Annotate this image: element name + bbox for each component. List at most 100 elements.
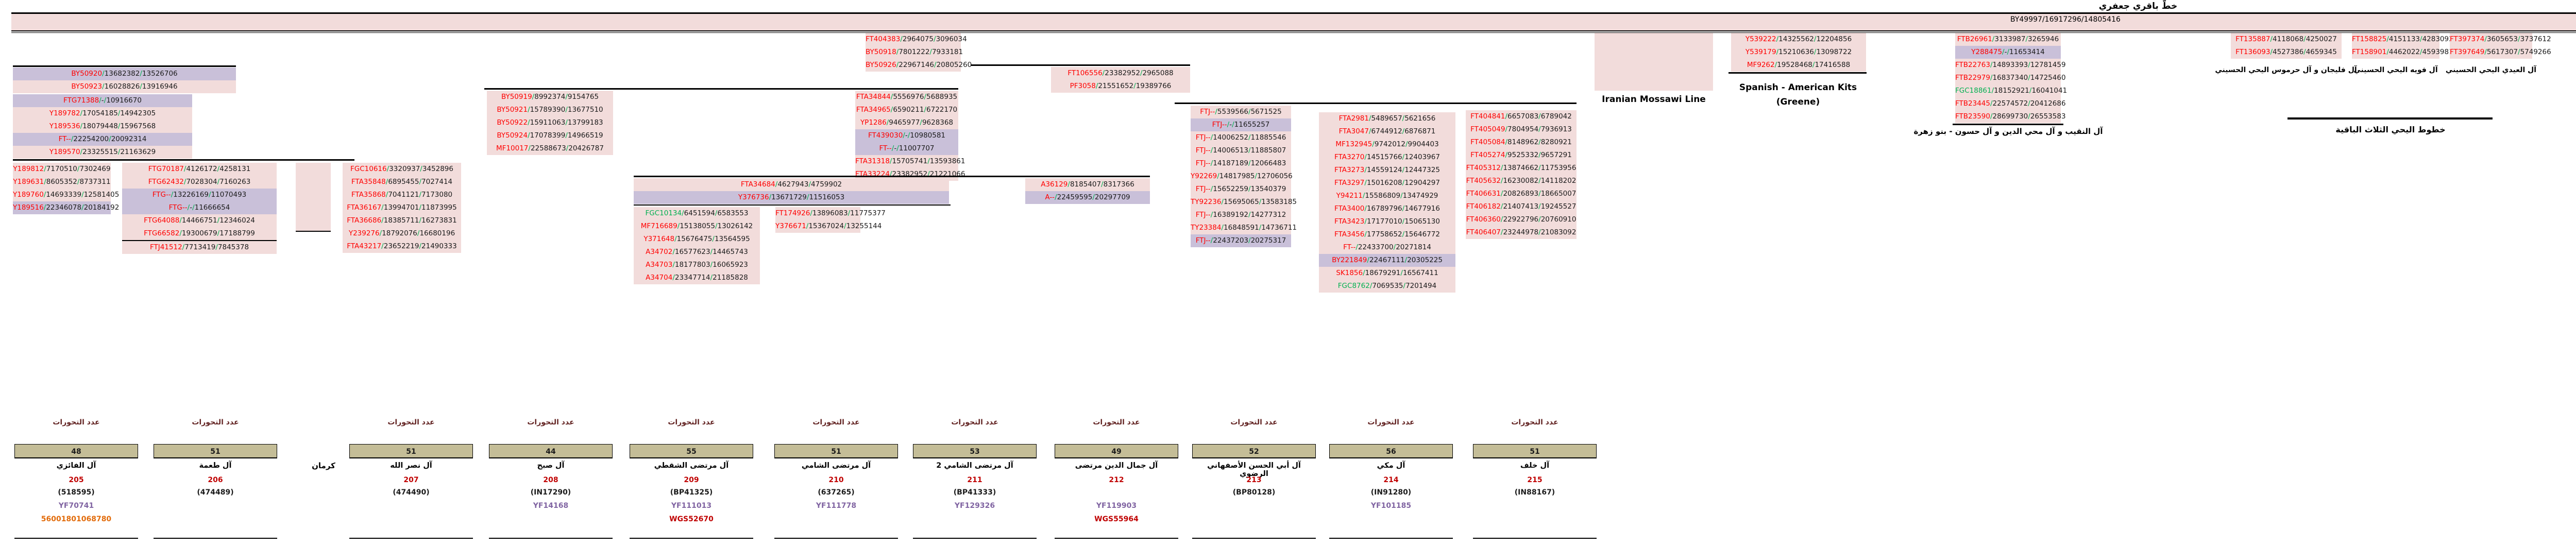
kit-family-name: آل نصر الله [390,462,432,470]
snp-row: PF3058/21551652/19389766 [1051,80,1190,93]
fleijan-label: آل فليجان و آل حرموس اليحي الحسيني [2215,66,2357,74]
connector-line-line-left-top [13,65,236,67]
kit-sequence-number: 209 [684,476,699,484]
snp-row: FTA35848/6895455/7027414 [343,176,461,189]
kit-id: (BP80128) [1232,488,1276,497]
snp-row: YP1286/9465977/9628368 [855,116,958,129]
kit-box-206: عدد التحورات 51 آل طعمة 206 (474489) [154,418,277,540]
snp-row: Y539222/14325562/12204856 [1731,33,1866,46]
kit-id: (474490) [393,488,430,497]
snp-row: FT397649/5617307/5749266 [2450,46,2551,59]
snp-row: FTJ41512/7713419/7845378 [122,241,277,254]
snp-row: TY92236/15695065/13583185 [1191,196,1297,209]
kit-family-name: آل طعمة [199,462,232,470]
kit-family-name: آل مرتضى الشقطي [654,462,729,470]
kit-box-205: عدد التحورات 48 آل الفائزي 205 (518595) YF707… [14,418,138,540]
spanish-label-2: (Greene) [1776,97,1820,107]
snp-row: FTA3270/14515766/12403967 [1319,151,1455,164]
kit-box-215: عدد التحورات 51 آل خلف 215 (IN88167) [1473,418,1597,540]
snp-row: FTA2981/5489657/5621656 [1319,112,1455,125]
snp-block-col-y189812: Y189812/7170510/7302469 Y189631/8605352/8… [13,163,119,214]
snp-row: A--/22459595/20297709 [1025,191,1150,204]
kit-sequence-number: 214 [1383,476,1399,484]
snp-row: Y376736/13671729/11516053 [634,191,949,204]
kit-mutation-count: 56 [1329,444,1453,458]
kit-bottom-line [1192,538,1316,539]
snp-row: FTA3273/14559124/12447325 [1319,164,1455,177]
kit-bottom-line [913,538,1037,539]
connector-line-line-fta34684-bot [634,204,951,206]
snp-row: FT405084/8148962/8280921 [1466,136,1577,149]
kit-mutations-header: عدد التحورات [387,418,435,426]
kit-mutations-header: عدد التحورات [1093,418,1140,426]
kit-mutations-header: عدد التحورات [951,418,998,426]
snp-row: FTJ--/15652259/13540379 [1191,183,1291,196]
snp-row: FTG64088/14466751/12346024 [122,214,277,227]
kit-id: (BP41325) [670,488,713,497]
connector-line-line-three-lines [2287,117,2493,120]
snp-row: FT--/22254200/20092314 [13,133,192,146]
snp-row: FTB22979/16837340/14725460 [1955,72,2066,84]
snp-row: BY50922/15911063/13799183 [487,116,613,129]
snp-row: Y189536/18079448/15967568 [13,120,192,133]
snp-row: BY221849/22467111/20305225 [1319,254,1455,267]
snp-block-col-by50919: BY50919/8992374/9154765 BY50921/15789390/… [487,91,613,155]
kit-sequence-number: 205 [69,476,84,484]
kit-mutations-header: عدد التحورات [1230,418,1278,426]
snp-row: MF10017/22588673/20426787 [487,142,613,155]
snp-row: BY50919/8992374/9154765 [487,91,613,104]
kit-sequence-number: 215 [1527,476,1543,484]
snp-block-col-ft135887: FT135887/4118068/4250027 FT136093/4527386… [2231,33,2342,59]
snp-row: FTB23590/28699730/26553583 [1955,110,2066,123]
snp-block-col-fgc10134: FGC10134/6451594/6583553 MF716689/1513805… [634,207,760,284]
snp-row: Y288475/-/11653414 [1955,46,2061,59]
kit-extra-id: WGS52670 [669,515,714,523]
snp-row: FT174926/13896083/11775377 [775,207,886,220]
snp-block-col-fta3047: FTA2981/5489657/5621656 FTA3047/6744912/6… [1319,112,1455,293]
kit-bottom-line [154,538,277,539]
snp-row: FTA36167/13994701/11873995 [343,201,461,214]
snp-row: Y189631/8605352/8737311 [13,176,111,189]
kit-id: (IN88167) [1514,488,1555,497]
snp-row: FGC10134/6451594/6583553 [634,207,760,220]
snp-block-col-ftb: FTB26961/3133987/3265946 Y288475/-/116534… [1955,33,2067,123]
snp-row: FTJ--/14006252/11885546 [1191,131,1291,144]
snp-row: FT405312/13874662/11753956 [1466,162,1577,175]
snp-row: A34704/23347714/21185828 [634,271,760,284]
kit-bottom-line [630,538,753,539]
kit-yfull-id: YF129326 [954,502,995,510]
snp-row: FTA35868/7041121/7173080 [343,189,461,201]
snp-row: Y94211/15586809/13474929 [1319,190,1455,202]
snp-row: FT397374/3605653/3737612 [2450,33,2551,46]
connector-line-line-ft106556-top [971,64,1190,66]
snp-block-col-fta34844: FTA34844/5556976/5688935 FTA34965/6590211… [855,91,965,181]
kit-mutation-count: 51 [154,444,277,458]
snp-row: FGC8762/7069535/7201494 [1319,280,1455,293]
snp-row: MF132945/9742012/9904403 [1319,138,1455,151]
fouyah-label: آل فويه اليحي الحسيني [2353,66,2438,74]
snp-row: FTA3400/16789796/14677916 [1319,202,1455,215]
kit-mutation-count: 55 [630,444,753,458]
kit-box-211: عدد التحورات 53 آل مرتضى الشامي 2 211 (BP413… [913,418,1037,540]
snp-row: Y189760/14693339/12581405 [13,189,119,201]
snp-row: Y189516/22346078/20184192 [13,201,119,214]
snp-row: FTJ--/22437203/20275317 [1191,234,1291,247]
snp-block-left-stack: FTG71388/-/10916670 Y189782/17054185/1494… [13,94,192,159]
snp-row: FT136093/4527386/4659345 [2231,46,2342,59]
connector-line-line-by50919-top [484,88,958,90]
snp-row: FTA43217/23652219/21490333 [343,240,461,253]
kit-mutation-count: 53 [913,444,1037,458]
kit-box-209: عدد التحورات 55 آل مرتضى الشقطي 209 (BP41325… [630,418,753,540]
kit-yfull-id: YF119903 [1096,502,1137,510]
snp-row: FGC10616/3320937/3452896 [343,163,461,176]
snp-row: FT158901/4462022/4593981 [2352,46,2453,59]
kit-family-name: آل جمال الدين مرتضى [1075,462,1158,470]
kit-family-name: آل الفائزي [56,462,96,470]
kit-yfull-id: YF111013 [671,502,712,510]
kit-id: (474489) [197,488,234,497]
snp-row: Y189570/23325515/21163629 [13,146,192,159]
snp-row: A34703/18177803/16065923 [634,259,760,271]
snp-block-wide-fta34684: FTA34684/4627943/4759902 Y376736/13671729… [634,178,949,204]
snp-row: A34702/16577623/14465743 [634,246,760,259]
